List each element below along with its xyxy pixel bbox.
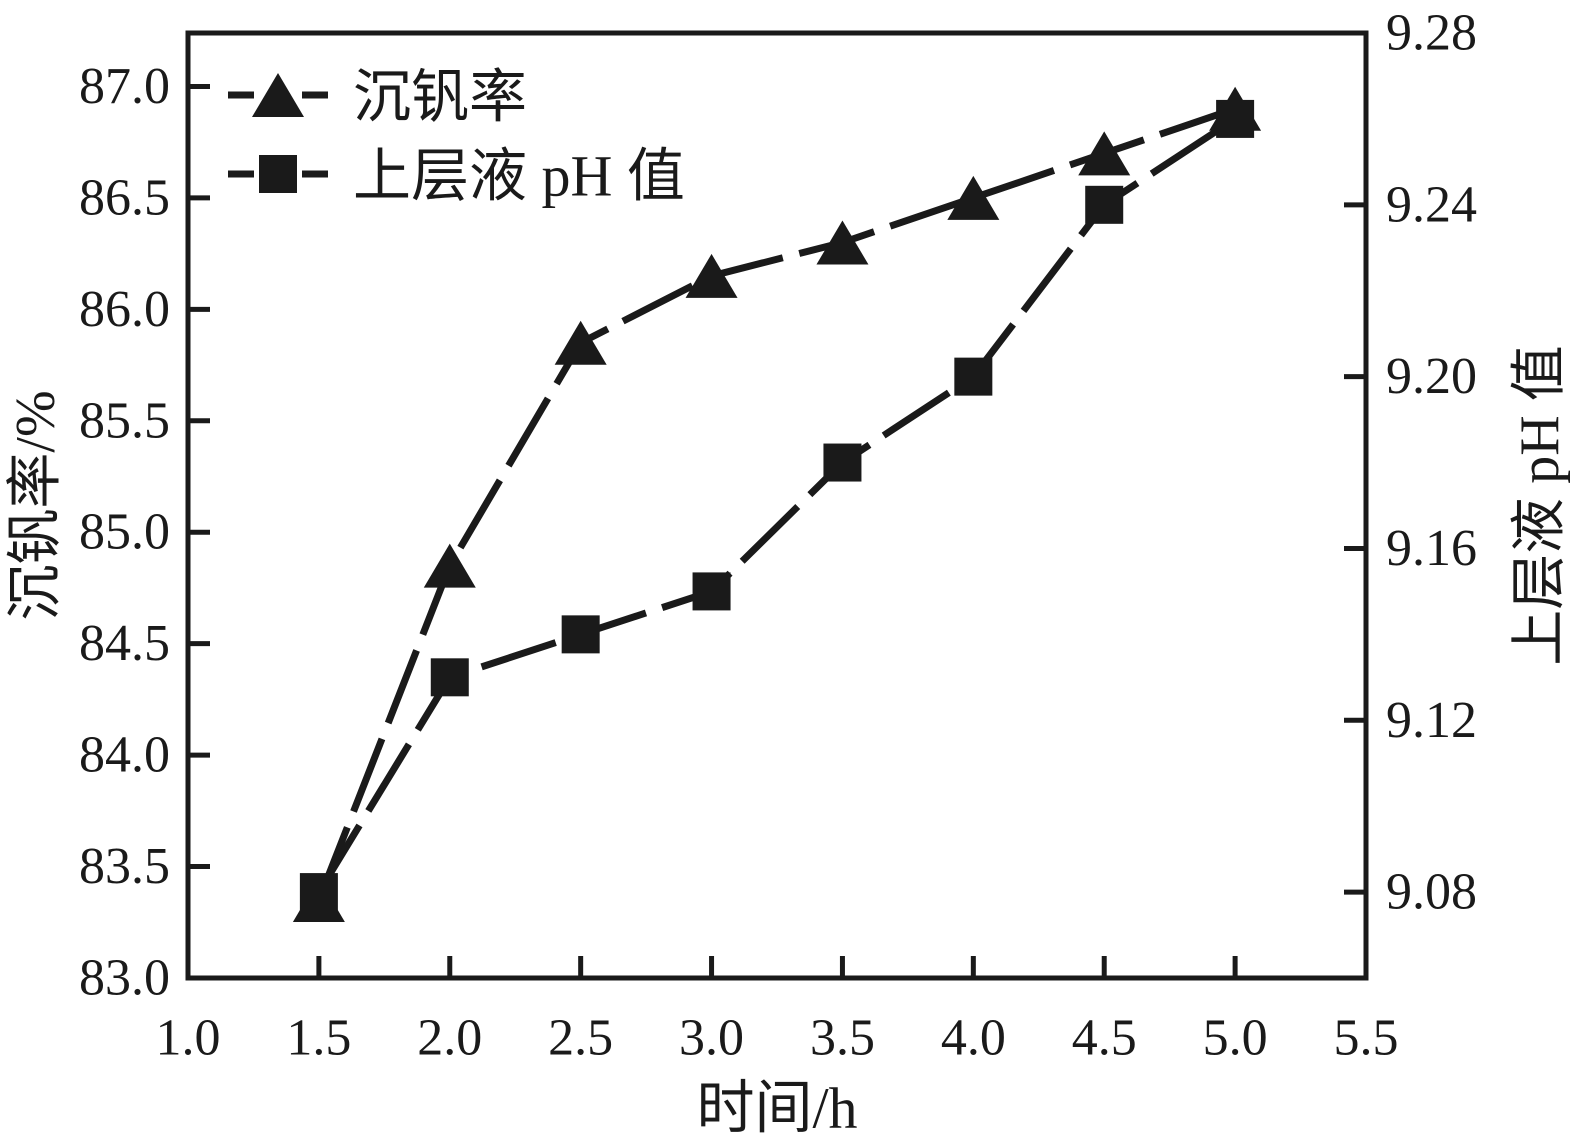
x-tick-label: 4.0: [941, 1010, 1006, 1067]
legend-square-icon: [259, 155, 297, 193]
y-axis-title-right: 上层液 pH 值: [1509, 345, 1571, 665]
x-tick-label: 3.0: [679, 1010, 744, 1067]
legend-item-supernatant-ph: 上层液 pH 值: [228, 144, 685, 209]
legend-item-precipitation-rate: 沉钒率: [228, 65, 527, 130]
square-marker: [299, 873, 338, 912]
y-left-tick-label: 86.5: [79, 169, 170, 226]
x-tick-label: 2.5: [548, 1010, 613, 1067]
y-right-tick-label: 9.28: [1386, 5, 1477, 62]
square-marker: [1085, 185, 1124, 224]
legend-triangle-icon: [252, 73, 304, 117]
y-left-tick-label: 83.5: [79, 838, 170, 895]
x-tick-label: 2.0: [417, 1010, 482, 1067]
x-tick-label: 5.0: [1203, 1010, 1268, 1067]
y-axis-title-left: 沉钒率/%: [5, 390, 67, 620]
y-left-tick-label: 84.5: [79, 615, 170, 672]
x-axis: 1.0 1.5 2.0 2.5 3.0 3.5 4.0 4.5 5.0 5.5: [156, 956, 1399, 1067]
y-right-tick-label: 9.24: [1386, 176, 1477, 233]
x-tick-label: 1.0: [156, 1010, 221, 1067]
y-left-tick-label: 85.0: [79, 504, 170, 561]
square-marker: [1216, 99, 1255, 138]
x-axis-title: 时间/h: [696, 1076, 857, 1141]
y-right-tick-label: 9.12: [1386, 692, 1477, 749]
triangle-marker: [947, 175, 1000, 220]
y-left-tick-label: 83.0: [79, 950, 170, 1007]
square-marker: [954, 357, 993, 396]
y-right-tick-label: 9.08: [1386, 864, 1477, 921]
legend-label: 上层液 pH 值: [353, 144, 685, 209]
y-right-tick-label: 9.20: [1386, 348, 1477, 405]
square-marker: [561, 615, 600, 654]
x-tick-label: 1.5: [286, 1010, 351, 1067]
x-tick-label: 4.5: [1072, 1010, 1137, 1067]
square-marker: [823, 443, 862, 482]
triangle-marker: [816, 220, 869, 265]
supernatant-ph-line: [315, 115, 1238, 894]
triangle-marker: [1078, 131, 1131, 176]
x-tick-label: 5.5: [1334, 1010, 1399, 1067]
triangle-marker: [554, 320, 607, 365]
y-left-tick-label: 85.5: [79, 392, 170, 449]
plot-border: [185, 30, 1369, 981]
series-supernatant-ph-markers: [299, 99, 1255, 912]
precipitation-rate-line: [315, 105, 1237, 902]
y-left-tick-label: 87.0: [79, 58, 170, 115]
y-left-tick-label: 86.0: [79, 281, 170, 338]
y-right-tick-label: 9.16: [1386, 520, 1477, 577]
triangle-marker: [423, 543, 476, 588]
y-left-tick-label: 84.0: [79, 727, 170, 784]
square-marker: [692, 572, 731, 611]
triangle-marker: [685, 253, 738, 298]
square-marker: [430, 658, 469, 697]
x-tick-label: 3.5: [810, 1010, 875, 1067]
y-axis-right: 9.28 9.24 9.20 9.16 9.12 9.08: [1344, 5, 1477, 921]
y-axis-left: 87.0 86.5 86.0 85.5 85.0 84.5 84.0 83.5 83.0: [79, 58, 210, 1007]
legend-label: 沉钒率: [353, 65, 527, 130]
